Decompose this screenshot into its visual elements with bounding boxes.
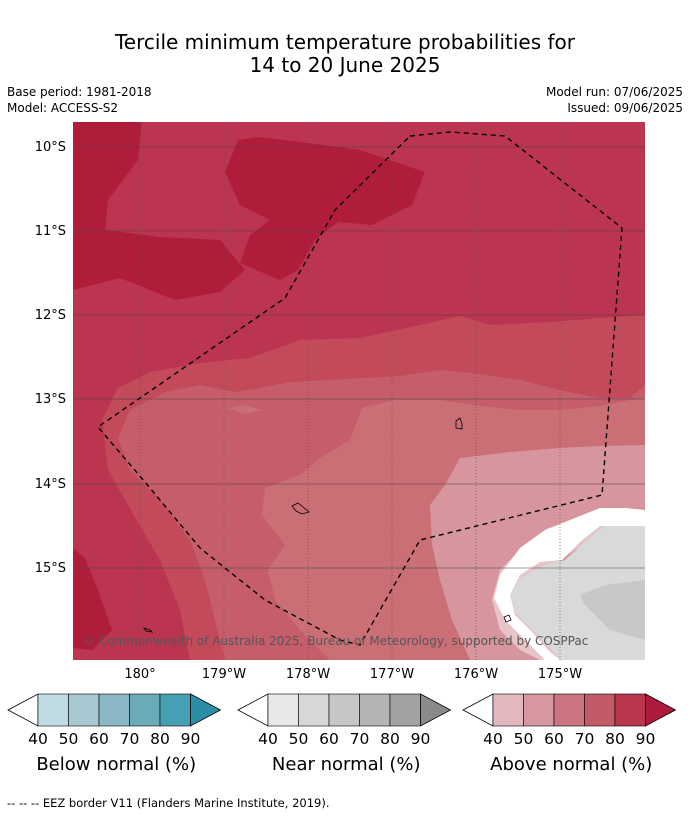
near-normal-swatch [267,693,299,727]
island-southwest [143,627,154,633]
above-normal-tick-label: 50 [514,730,534,748]
zone-90-north [225,137,425,280]
above-normal-tick-label: 90 [636,730,656,748]
above-normal-tick-label: 60 [544,730,564,748]
lon-label-179w: 179°W [202,667,246,682]
latitude-labels: 10°S 11°S 12°S 13°S 14°S 15°S [35,140,66,576]
near-normal-tick-label: 80 [380,730,400,748]
above-normal-swatch [492,693,524,727]
eez-border [96,131,623,646]
above-normal-colorbar-title: Above normal (%) [490,754,652,775]
zone-90-southwest [73,548,112,650]
below-normal-tick-label: 90 [181,730,201,748]
near-normal-colorbar-title: Near normal (%) [272,754,421,775]
issued-date: Issued: 09/06/2025 [567,101,683,115]
near-normal-colorbar: 40 50 60 70 80 90 Near normal (%) [237,693,452,775]
below-normal-low-extension [7,693,39,727]
lon-label-177w: 177°W [370,667,414,682]
zone-50-60-patch [228,405,262,414]
eez-footnote: -- -- -- EEZ border V11 (Flanders Marine… [7,796,330,810]
below-normal-tick-label: 70 [120,730,140,748]
near-normal-swatch [389,693,421,727]
below-normal-tick-label: 80 [150,730,170,748]
zone-near-normal-50-60 [580,580,645,640]
title-line-1: Tercile minimum temperature probabilitie… [114,30,576,54]
above-normal-tick-label: 70 [575,730,595,748]
island-northeast [455,417,463,430]
below-normal-tick-label: 60 [89,730,109,748]
near-normal-tick-label: 40 [258,730,278,748]
below-normal-swatch [68,693,100,727]
near-normal-tick-label: 60 [319,730,339,748]
near-normal-low-extension [237,693,269,727]
lat-label-15s: 15°S [35,561,66,576]
near-normal-swatch [298,693,330,727]
above-normal-colorbar: 40 50 60 70 80 90 Above normal (%) [462,693,677,775]
probability-map: © Commonwealth of Australia 2025, Bureau… [73,122,645,660]
above-normal-swatch [614,693,646,727]
lon-label-178w: 178°W [286,667,330,682]
zone-white [494,508,645,660]
below-normal-swatch [129,693,161,727]
above-normal-high-extension [645,693,677,727]
below-normal-colorbar: 40 50 60 70 80 90 Below normal (%) [7,693,222,775]
title-line-2: 14 to 20 June 2025 [249,53,441,77]
near-normal-swatch [359,693,391,727]
below-normal-tick-label: 40 [28,730,48,748]
lat-label-10s: 10°S [35,140,66,155]
below-normal-tick-label: 50 [59,730,79,748]
above-normal-low-extension [462,693,494,727]
above-normal-swatch [584,693,616,727]
model-run-date: Model run: 07/06/2025 [545,85,683,99]
zone-90-west [73,122,245,300]
lat-label-13s: 13°S [35,392,66,407]
above-normal-swatch [523,693,555,727]
map-title: Tercile minimum temperature probabilitie… [0,31,690,77]
above-normal-tick-label: 80 [605,730,625,748]
model-name: Model: ACCESS-S2 [7,101,119,115]
near-normal-tick-label: 70 [350,730,370,748]
near-normal-tick-label: 90 [411,730,431,748]
model-info: Base period: 1981-2018 Model: ACCESS-S2 [7,84,152,116]
island-south [503,614,512,623]
lon-label-180: 180° [124,667,155,682]
above-normal-swatch [553,693,585,727]
lon-label-175w: 175°W [538,667,582,682]
base-period: Base period: 1981-2018 [7,85,152,99]
lat-label-11s: 11°S [35,224,66,239]
colorbar-legends: 40 50 60 70 80 90 Below normal (%) 40 50 60 70 80 90… [7,693,677,775]
near-normal-tick-label: 50 [289,730,309,748]
below-normal-colorbar-title: Below normal (%) [36,754,196,775]
copyright-text: © Commonwealth of Australia 2025, Bureau… [83,634,588,648]
run-info: Model run: 07/06/2025 Issued: 09/06/2025 [546,84,683,116]
below-normal-swatch [37,693,69,727]
lat-label-14s: 14°S [35,477,66,492]
above-normal-tick-label: 40 [483,730,503,748]
lon-label-176w: 176°W [454,667,498,682]
island-central [291,502,310,515]
below-normal-swatch [159,693,191,727]
near-normal-swatch [328,693,360,727]
below-normal-high-extension [190,693,222,727]
below-normal-swatch [98,693,130,727]
latitude-gridlines [73,146,645,569]
lat-label-12s: 12°S [35,308,66,323]
near-normal-high-extension [420,693,452,727]
longitude-labels: 180° 179°W 178°W 177°W 176°W 175°W [124,667,582,682]
